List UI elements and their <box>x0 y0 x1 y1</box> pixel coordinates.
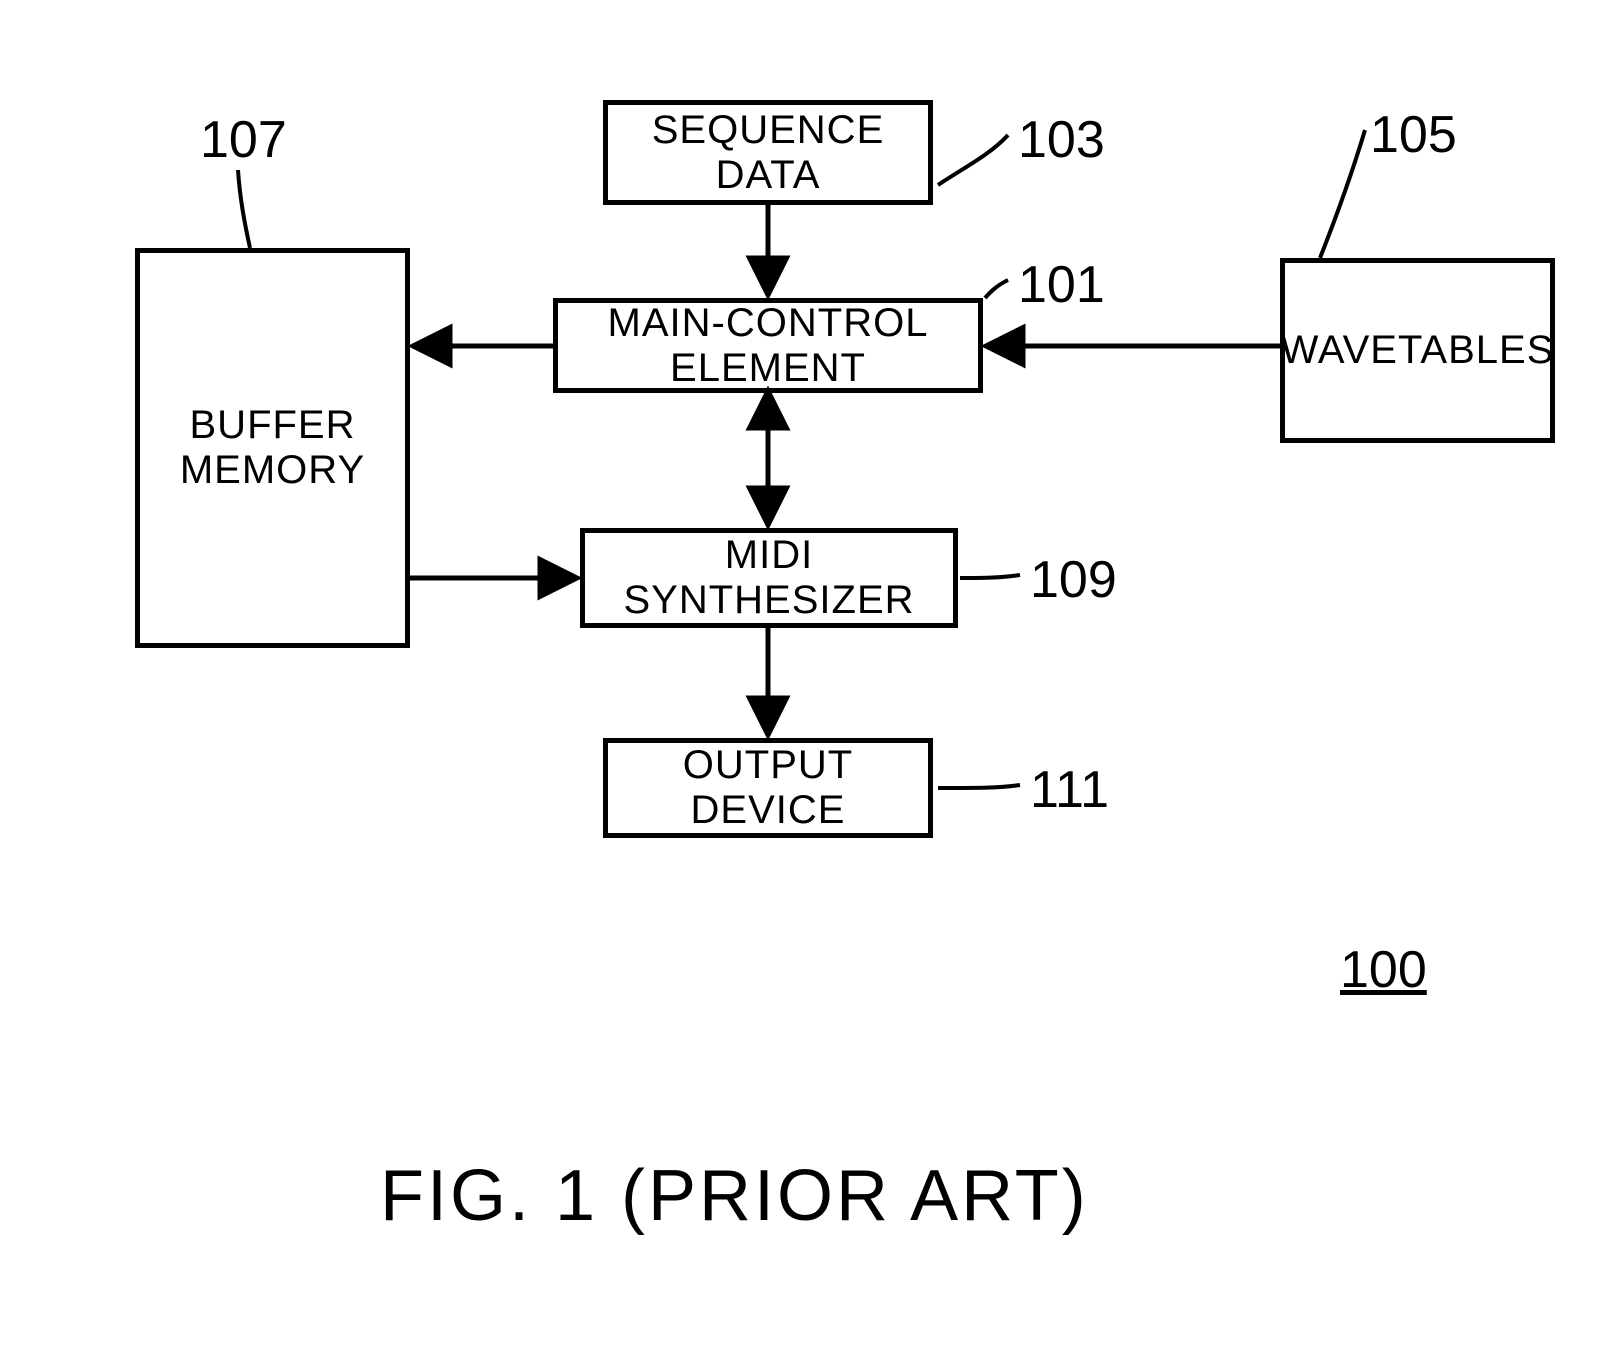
node-label: BUFFER MEMORY <box>140 403 405 493</box>
node-output-device: OUTPUT DEVICE <box>603 738 933 838</box>
node-label: MAIN-CONTROL ELEMENT <box>558 301 978 391</box>
diagram-canvas: SEQUENCE DATA MAIN-CONTROL ELEMENT WAVET… <box>0 0 1613 1369</box>
ref-109: 109 <box>1030 550 1117 610</box>
node-midi-synth: MIDI SYNTHESIZER <box>580 528 958 628</box>
ref-111: 111 <box>1030 760 1109 820</box>
leader-105 <box>1320 130 1365 258</box>
node-label: OUTPUT DEVICE <box>608 743 928 833</box>
ref-103: 103 <box>1018 110 1105 170</box>
system-number: 100 <box>1340 940 1427 1000</box>
ref-105: 105 <box>1370 105 1457 165</box>
node-label: MIDI SYNTHESIZER <box>585 533 953 623</box>
leader-101 <box>985 280 1008 298</box>
leader-107 <box>238 170 250 248</box>
node-wavetables: WAVETABLES <box>1280 258 1555 443</box>
node-sequence-data: SEQUENCE DATA <box>603 100 933 205</box>
node-label: WAVETABLES <box>1281 328 1555 373</box>
node-main-control: MAIN-CONTROL ELEMENT <box>553 298 983 393</box>
leader-109 <box>960 575 1020 578</box>
node-buffer-memory: BUFFER MEMORY <box>135 248 410 648</box>
figure-label: FIG. 1 (PRIOR ART) <box>380 1155 1089 1237</box>
node-label: SEQUENCE DATA <box>608 108 928 198</box>
ref-107: 107 <box>200 110 287 170</box>
ref-101: 101 <box>1018 255 1105 315</box>
leader-111 <box>938 785 1020 788</box>
leader-103 <box>938 135 1008 185</box>
